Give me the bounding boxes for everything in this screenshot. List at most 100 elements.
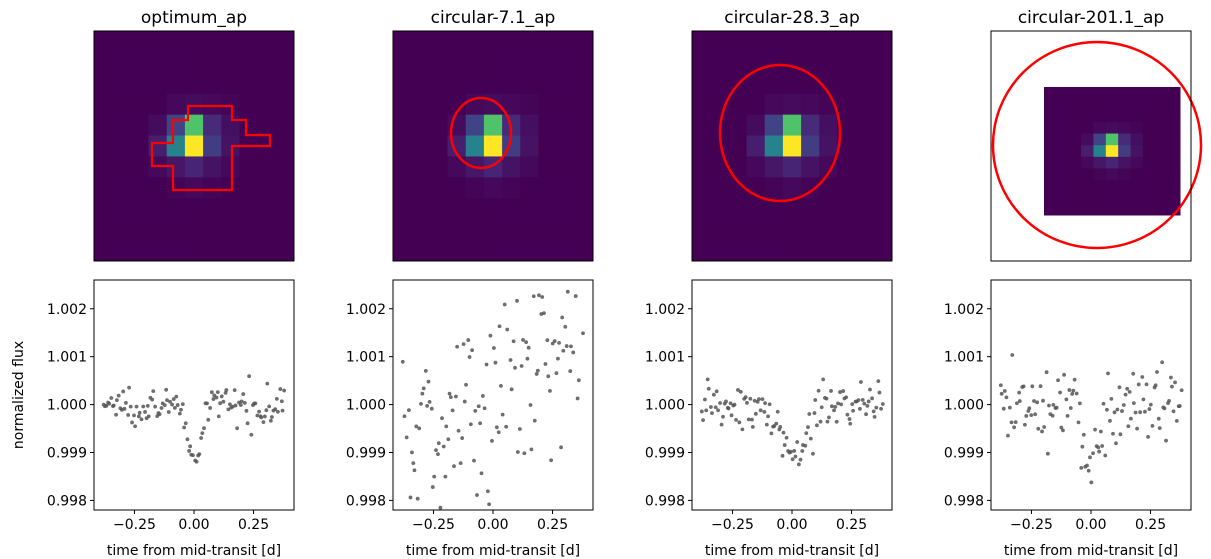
pixel <box>1068 156 1082 169</box>
pixel <box>710 135 729 157</box>
data-point <box>417 426 422 431</box>
data-point <box>127 385 131 390</box>
data-point <box>261 420 266 425</box>
pixel <box>447 219 467 241</box>
data-point <box>795 440 800 444</box>
data-point <box>264 408 269 413</box>
data-point <box>1120 409 1124 413</box>
pixel <box>837 177 857 199</box>
data-point <box>726 406 731 411</box>
data-point <box>815 423 819 428</box>
pixel <box>1130 87 1144 100</box>
pixel <box>574 31 594 53</box>
pixel <box>1068 145 1082 158</box>
panel-title: optimum_ap <box>141 8 247 28</box>
x-axis-label: time from mid-transit [d] <box>1004 543 1178 559</box>
data-point <box>736 388 740 392</box>
pixel <box>130 198 150 220</box>
pixel <box>764 219 784 241</box>
pixel <box>1093 110 1107 123</box>
pixel <box>1130 168 1144 181</box>
data-point <box>845 412 850 417</box>
pixel <box>520 93 539 116</box>
data-point <box>866 399 871 404</box>
pixel <box>148 51 168 74</box>
pixel <box>538 72 558 95</box>
pixel <box>1081 98 1094 111</box>
pixel <box>1044 110 1057 123</box>
data-point <box>534 372 539 376</box>
pixel <box>502 219 521 241</box>
pixel <box>782 72 802 95</box>
pixel <box>819 177 838 199</box>
pixel <box>203 72 222 95</box>
data-point <box>1035 400 1040 405</box>
pixel <box>1142 203 1156 216</box>
data-point <box>526 345 531 350</box>
pixel <box>1093 156 1107 169</box>
data-point <box>1167 398 1171 403</box>
pixel <box>556 198 576 220</box>
data-point <box>847 417 852 421</box>
data-point <box>1014 401 1019 406</box>
pixel <box>710 240 729 262</box>
data-point <box>1059 425 1064 430</box>
pixel <box>782 114 802 137</box>
pixel <box>166 198 186 220</box>
pixel <box>746 135 766 157</box>
pixel <box>465 114 485 137</box>
data-point <box>1064 397 1069 402</box>
data-point <box>499 383 503 388</box>
data-point <box>813 398 818 402</box>
y-tick-label: 0.999 <box>346 446 386 462</box>
pixel <box>746 93 766 116</box>
data-point <box>139 417 144 422</box>
pixel <box>166 31 186 53</box>
pixel <box>502 93 521 116</box>
data-point <box>862 401 867 406</box>
pixel <box>1044 121 1057 135</box>
pixel <box>203 93 222 116</box>
data-point <box>1156 416 1161 421</box>
pixel <box>239 51 259 74</box>
pixel <box>1167 180 1181 193</box>
data-point <box>708 405 713 409</box>
aperture-circle <box>991 40 1203 250</box>
data-point <box>174 394 179 399</box>
pixel <box>837 219 857 241</box>
data-points <box>998 353 1184 485</box>
pixel <box>764 72 784 95</box>
data-point <box>1089 480 1094 485</box>
data-point <box>419 401 423 406</box>
y-tick-label: 0.998 <box>47 493 87 509</box>
data-point <box>1045 451 1050 456</box>
x-tick-label: 0.25 <box>1135 517 1166 533</box>
data-point <box>1179 388 1184 393</box>
data-point <box>1070 392 1075 396</box>
data-point <box>1112 410 1117 415</box>
pixel <box>429 72 449 95</box>
pixel <box>166 177 186 199</box>
pixel <box>728 51 748 74</box>
pixel <box>782 135 802 157</box>
pixel <box>1142 168 1156 181</box>
data-point <box>827 415 831 420</box>
pixel <box>275 51 295 74</box>
pixel <box>112 219 131 241</box>
data-point <box>829 389 833 393</box>
pixel <box>429 135 449 157</box>
data-point <box>575 396 580 401</box>
data-point <box>1157 426 1162 431</box>
pixel <box>502 31 521 53</box>
data-point <box>255 413 260 418</box>
x-axis-label: time from mid-transit [d] <box>705 543 879 559</box>
pixel <box>764 135 784 157</box>
pixel <box>692 93 711 116</box>
pixel <box>502 177 521 199</box>
aperture-circle <box>449 96 513 170</box>
pixel <box>148 219 168 241</box>
data-point <box>793 454 798 459</box>
pixel <box>411 240 430 262</box>
data-point <box>205 401 209 406</box>
data-point <box>880 402 885 406</box>
